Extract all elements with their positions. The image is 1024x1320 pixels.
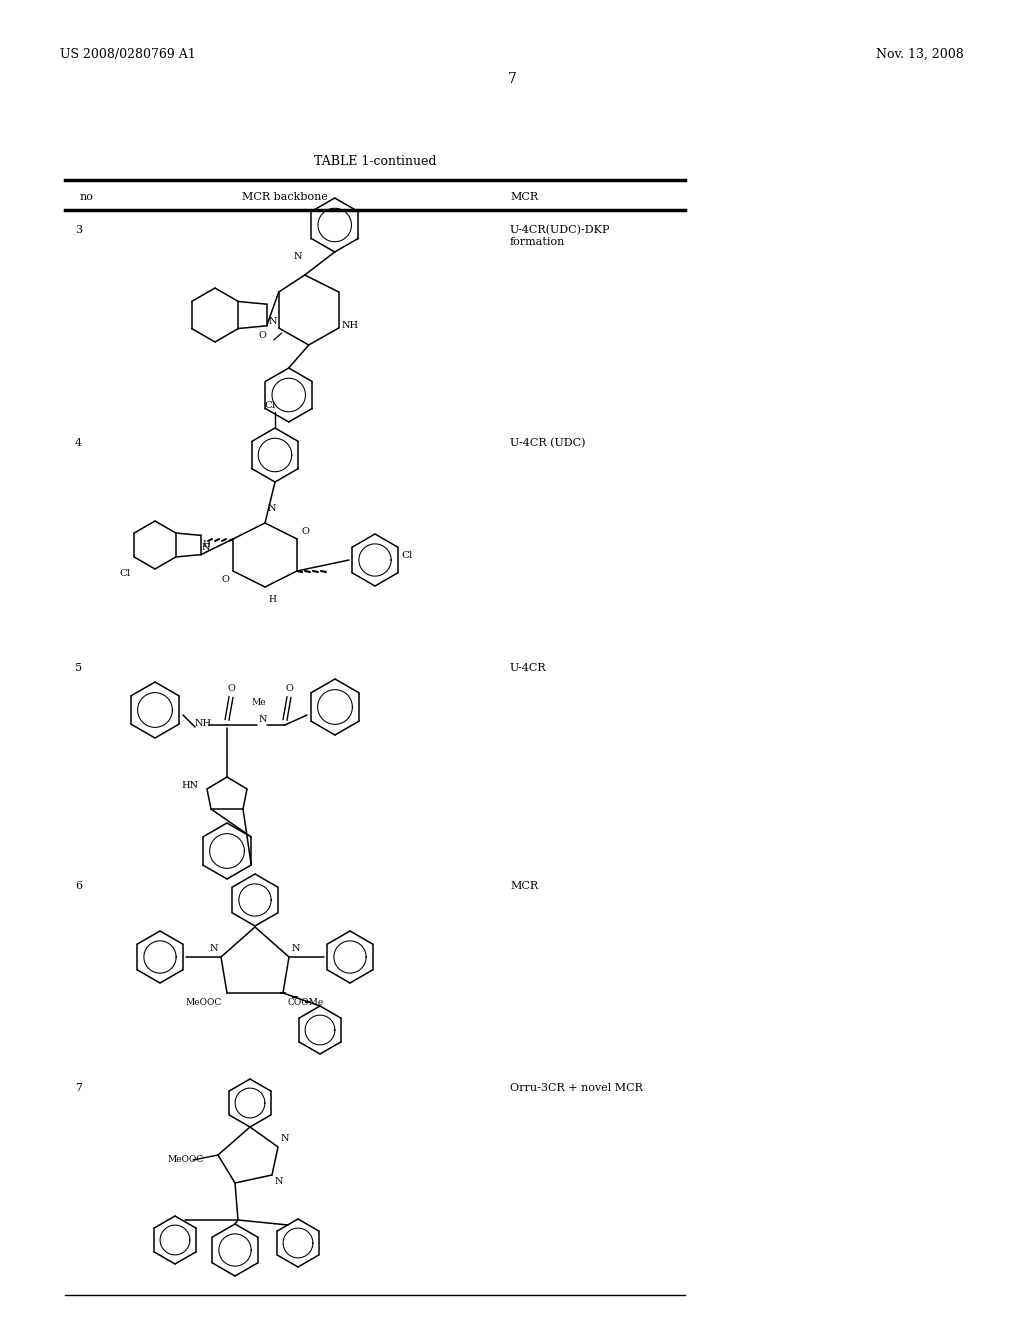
Text: TABLE 1-continued: TABLE 1-continued: [313, 154, 436, 168]
Text: U-4CR(UDC)-DKP
formation: U-4CR(UDC)-DKP formation: [510, 224, 610, 247]
Text: NH: NH: [195, 718, 212, 727]
Text: US 2008/0280769 A1: US 2008/0280769 A1: [60, 48, 196, 61]
Text: N: N: [268, 317, 278, 326]
Text: no: no: [80, 191, 94, 202]
Text: N: N: [259, 715, 267, 725]
Text: O: O: [227, 684, 234, 693]
Text: Cl: Cl: [401, 550, 413, 560]
Text: HN: HN: [182, 781, 199, 791]
Text: N: N: [281, 1134, 290, 1143]
Text: Me: Me: [252, 698, 266, 708]
Text: U-4CR: U-4CR: [510, 663, 547, 673]
Text: N: N: [292, 944, 300, 953]
Text: N: N: [275, 1177, 284, 1185]
Text: MeOOC: MeOOC: [185, 998, 222, 1007]
Text: N: N: [202, 543, 211, 552]
Text: U-4CR (UDC): U-4CR (UDC): [510, 438, 586, 449]
Text: O: O: [301, 527, 309, 536]
Text: 7: 7: [75, 1082, 82, 1093]
Text: MCR: MCR: [510, 880, 539, 891]
Text: O: O: [221, 574, 229, 583]
Text: Cl: Cl: [119, 569, 130, 578]
Text: N: N: [268, 504, 276, 513]
Text: Cl: Cl: [264, 401, 275, 411]
Text: NH: NH: [342, 322, 358, 330]
Text: Orru-3CR + novel MCR: Orru-3CR + novel MCR: [510, 1082, 643, 1093]
Text: H: H: [268, 595, 275, 605]
Text: N: N: [210, 944, 218, 953]
Text: 7: 7: [508, 73, 516, 86]
Text: MCR backbone: MCR backbone: [242, 191, 328, 202]
Text: O: O: [285, 684, 293, 693]
Text: 6: 6: [75, 880, 82, 891]
Text: MCR: MCR: [510, 191, 539, 202]
Text: 3: 3: [75, 224, 82, 235]
Text: N: N: [293, 252, 302, 261]
Text: COOMe: COOMe: [288, 998, 325, 1007]
Text: O: O: [259, 331, 266, 341]
Text: 5: 5: [75, 663, 82, 673]
Text: 4: 4: [75, 438, 82, 447]
Text: MeOOC: MeOOC: [168, 1155, 204, 1164]
Text: H: H: [202, 540, 210, 549]
Text: Nov. 13, 2008: Nov. 13, 2008: [877, 48, 964, 61]
